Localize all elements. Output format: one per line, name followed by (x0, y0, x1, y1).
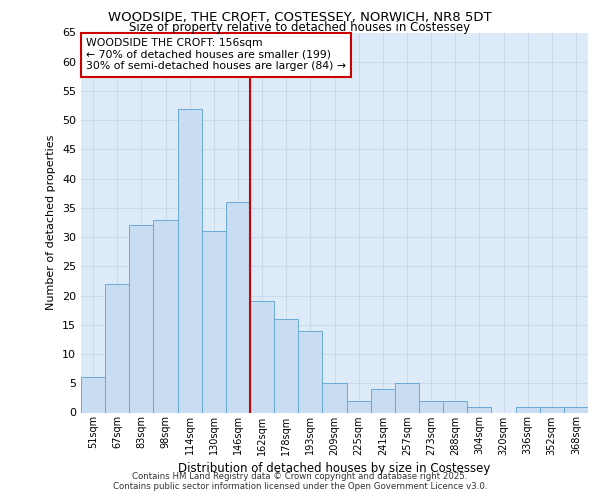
Bar (178, 108, 202, 412)
Bar (564, 406, 588, 412)
Bar (298, 330, 322, 412)
Bar (371, 389, 395, 412)
Text: WOODSIDE THE CROFT: 156sqm
← 70% of detached houses are smaller (199)
30% of sem: WOODSIDE THE CROFT: 156sqm ← 70% of deta… (86, 38, 346, 72)
Bar (515, 406, 540, 412)
Bar (250, 302, 274, 412)
Text: WOODSIDE, THE CROFT, COSTESSEY, NORWICH, NR8 5DT: WOODSIDE, THE CROFT, COSTESSEY, NORWICH,… (108, 11, 492, 24)
Bar (419, 401, 443, 412)
Bar (129, 226, 154, 412)
Bar (347, 401, 371, 412)
Text: Contains HM Land Registry data © Crown copyright and database right 2025.
Contai: Contains HM Land Registry data © Crown c… (113, 472, 487, 491)
Bar (202, 232, 226, 412)
Bar (322, 384, 347, 412)
Bar (467, 406, 491, 412)
Bar (540, 406, 564, 412)
Bar (274, 319, 298, 412)
Y-axis label: Number of detached properties: Number of detached properties (46, 135, 56, 310)
Bar (395, 384, 419, 412)
Bar (105, 284, 129, 412)
Bar (443, 401, 467, 412)
Bar (154, 220, 178, 412)
Bar (226, 202, 250, 412)
X-axis label: Distribution of detached houses by size in Costessey: Distribution of detached houses by size … (178, 462, 491, 474)
Text: Size of property relative to detached houses in Costessey: Size of property relative to detached ho… (130, 21, 470, 34)
Bar (81, 378, 105, 412)
